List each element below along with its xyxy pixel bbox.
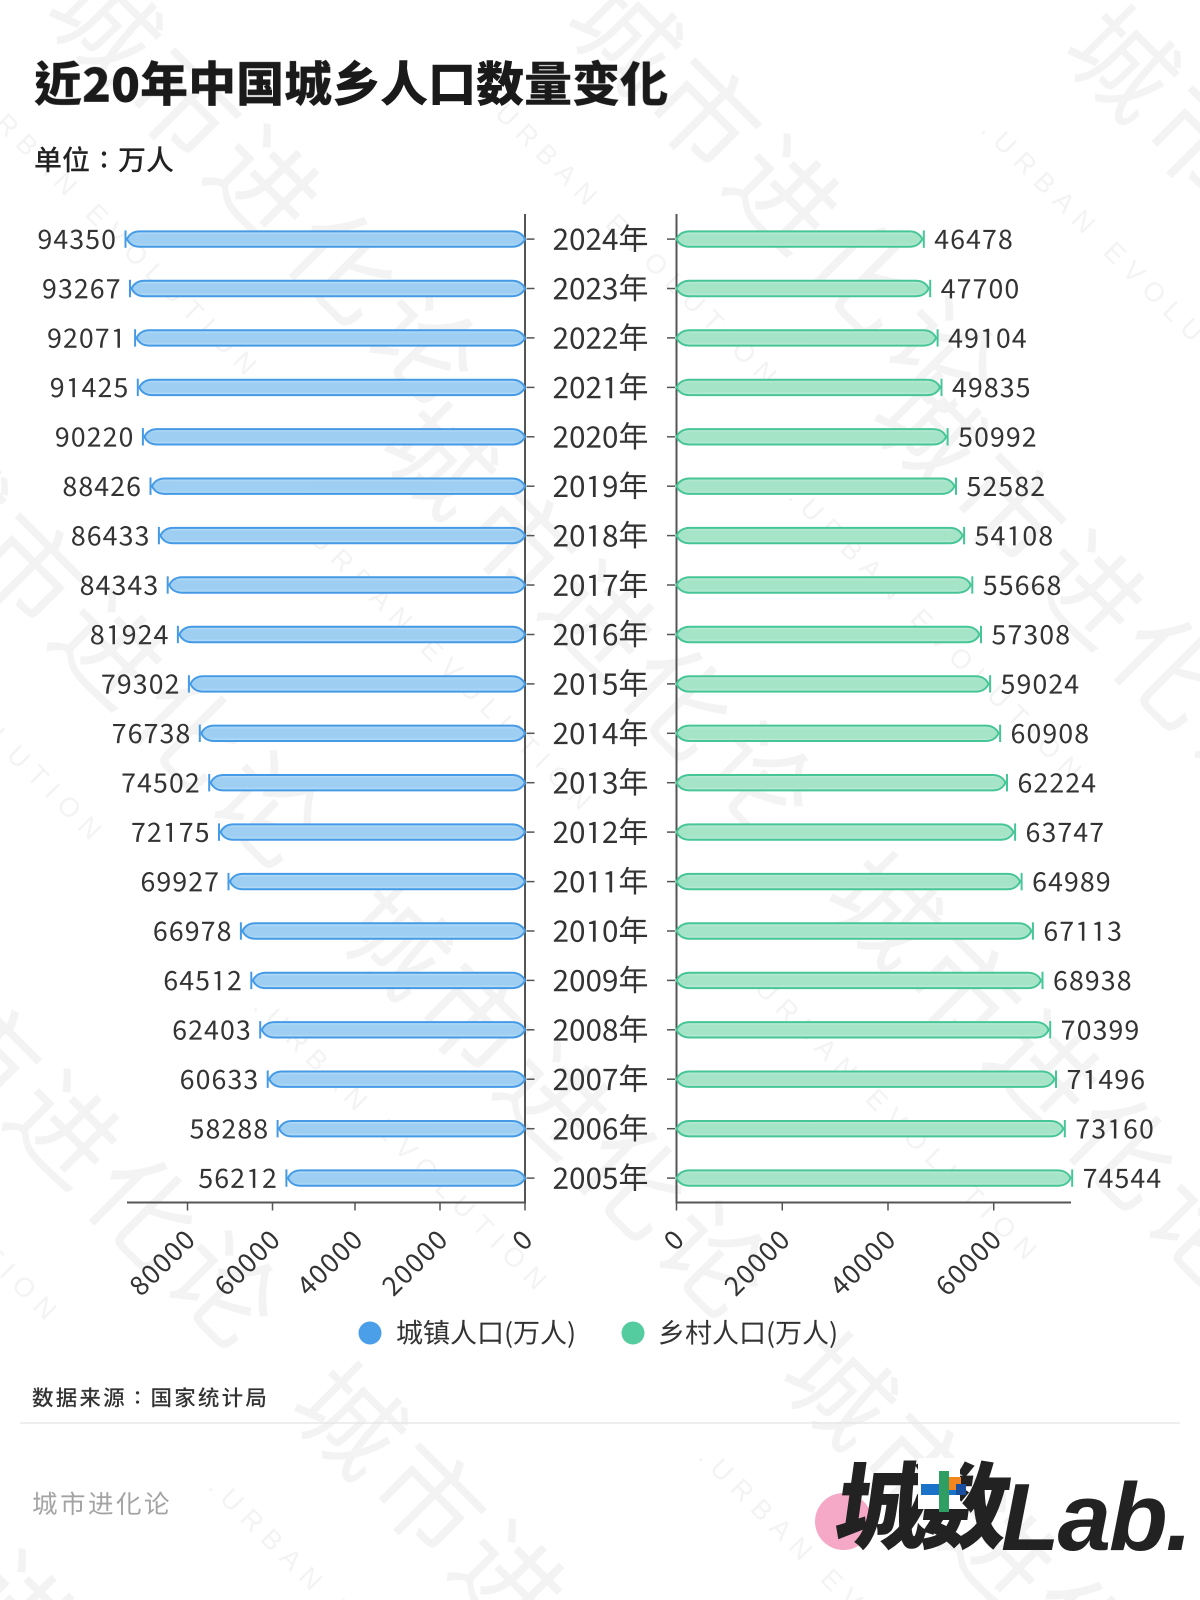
- svg-text:Lab.: Lab.: [1001, 1464, 1190, 1571]
